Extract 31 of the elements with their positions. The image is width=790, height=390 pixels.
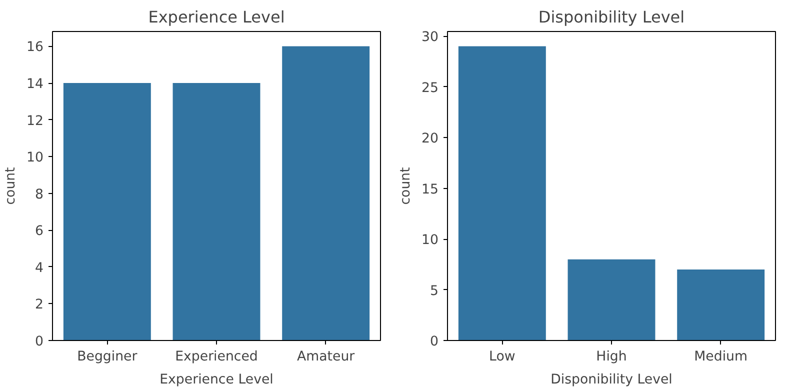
y-tick-label: 5 [430, 284, 439, 299]
y-tick-label: 4 [35, 260, 44, 276]
x-axis-title: Experience Level [160, 372, 274, 388]
y-tick-label: 6 [35, 224, 44, 240]
x-tick-label: Begginer [77, 350, 138, 364]
x-tick-label: Low [489, 350, 516, 364]
bar [677, 269, 765, 340]
chart-title: Experience Level [148, 8, 285, 26]
y-tick-label: 0 [430, 334, 439, 350]
x-tick-label: Amateur [297, 350, 356, 364]
x-tick-label: Medium [694, 350, 748, 364]
y-tick-label: 25 [422, 80, 439, 96]
bar [458, 46, 546, 340]
y-tick-label: 10 [422, 233, 439, 248]
y-tick-label: 14 [26, 77, 44, 92]
x-axis-title: Disponibility Level [550, 372, 672, 388]
y-axis-title: count [398, 167, 414, 205]
x-tick-label: High [596, 350, 627, 364]
y-tick-label: 20 [422, 132, 439, 147]
y-tick-label: 10 [26, 150, 44, 166]
chart-title: Disponibility Level [538, 8, 685, 26]
y-axis-title: count [4, 167, 19, 205]
x-tick-label: Experienced [175, 350, 258, 364]
y-tick-label: 12 [26, 114, 44, 129]
y-tick-label: 0 [35, 334, 44, 350]
y-tick-label: 16 [26, 40, 44, 56]
bar [568, 259, 656, 340]
y-tick-label: 30 [422, 30, 439, 46]
y-tick-label: 15 [422, 182, 439, 198]
y-tick-label: 8 [35, 187, 44, 202]
y-tick-label: 2 [35, 298, 44, 313]
